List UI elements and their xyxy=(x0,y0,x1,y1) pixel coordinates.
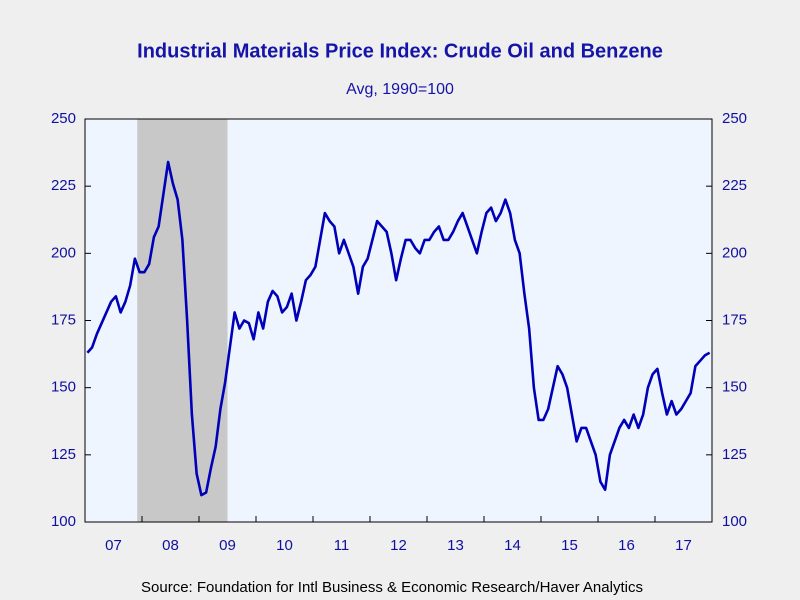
y-tick-label: 175 xyxy=(51,311,76,328)
y2-tick-label: 150 xyxy=(722,379,747,396)
y2-tick-label: 125 xyxy=(722,446,747,463)
y-tick-label: 250 xyxy=(51,110,76,127)
data-line xyxy=(86,160,711,497)
x-tick-label: 10 xyxy=(276,537,293,554)
chart-subtitle: Avg, 1990=100 xyxy=(346,81,454,98)
x-tick-label: 08 xyxy=(162,537,179,554)
y-tick-label: 200 xyxy=(51,244,76,261)
y2-tick-label: 250 xyxy=(722,110,747,127)
x-tick-label: 14 xyxy=(504,537,521,554)
y2-tick-label: 225 xyxy=(722,177,747,194)
x-tick-label: 17 xyxy=(675,537,692,554)
source-note: Source: Foundation for Intl Business & E… xyxy=(141,579,643,596)
x-tick-label: 16 xyxy=(618,537,635,554)
x-tick-label: 07 xyxy=(105,537,122,554)
y2-tick-label: 175 xyxy=(722,311,747,328)
plot-layer xyxy=(86,119,711,522)
chart-title: Industrial Materials Price Index: Crude … xyxy=(137,40,663,62)
y-tick-label: 100 xyxy=(51,513,76,530)
x-tick-label: 11 xyxy=(334,537,350,554)
x-tick-label: 12 xyxy=(390,537,407,554)
y2-tick-label: 100 xyxy=(722,513,747,530)
x-tick-label: 15 xyxy=(561,537,578,554)
y2-tick-label: 200 xyxy=(722,244,747,261)
recession-shade xyxy=(137,119,228,522)
y-tick-label: 225 xyxy=(51,177,76,194)
y-tick-label: 150 xyxy=(51,379,76,396)
y-tick-label: 125 xyxy=(51,446,76,463)
x-tick-label: 09 xyxy=(219,537,236,554)
x-tick-label: 13 xyxy=(447,537,464,554)
